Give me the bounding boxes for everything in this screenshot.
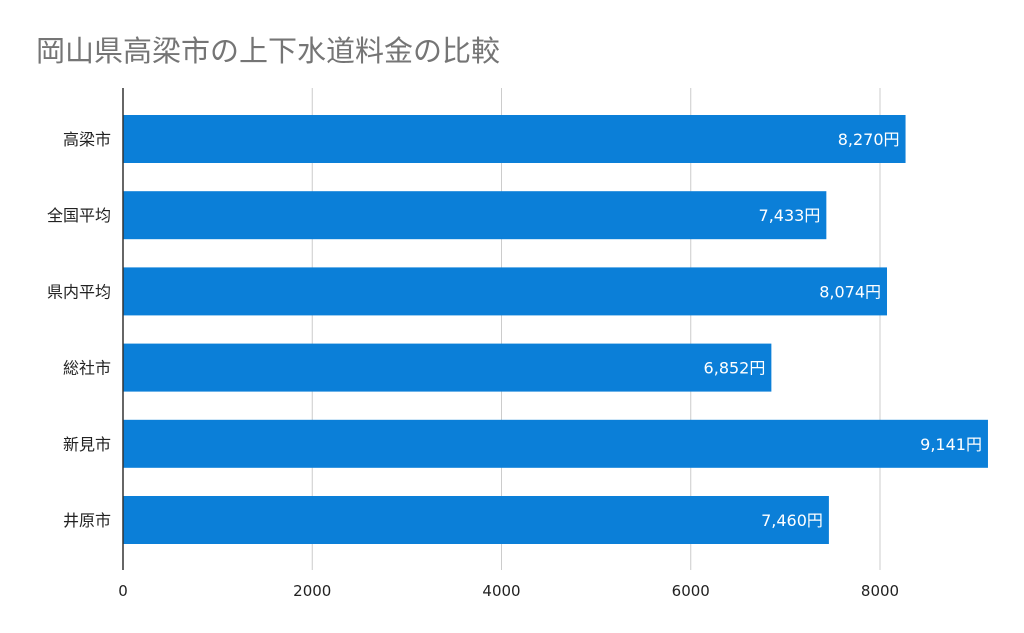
bar (123, 115, 906, 163)
bar (123, 419, 988, 468)
chart-title: 岡山県高梁市の上下水道料金の比較 (36, 34, 501, 68)
category-label: 井原市 (63, 511, 111, 530)
data-label: 8,270円 (838, 130, 900, 149)
category-label: 新見市 (63, 435, 111, 454)
category-label: 高梁市 (63, 130, 111, 149)
bar (123, 496, 829, 544)
data-label: 8,074円 (819, 282, 881, 301)
x-tick-label: 0 (118, 582, 128, 600)
x-tick-label: 8000 (861, 582, 899, 600)
bar (123, 267, 888, 316)
category-label: 総社市 (63, 359, 111, 378)
data-label: 6,852円 (704, 359, 766, 378)
bar (123, 191, 827, 240)
data-label: 7,433円 (759, 206, 821, 225)
x-tick-label: 6000 (672, 582, 710, 600)
x-tick-label: 2000 (293, 582, 331, 600)
x-tick-label: 4000 (482, 582, 520, 600)
data-label: 9,141円 (920, 435, 982, 454)
category-label: 全国平均 (47, 206, 111, 225)
category-label: 県内平均 (47, 282, 111, 301)
bar (123, 343, 772, 392)
data-label: 7,460円 (761, 511, 823, 530)
